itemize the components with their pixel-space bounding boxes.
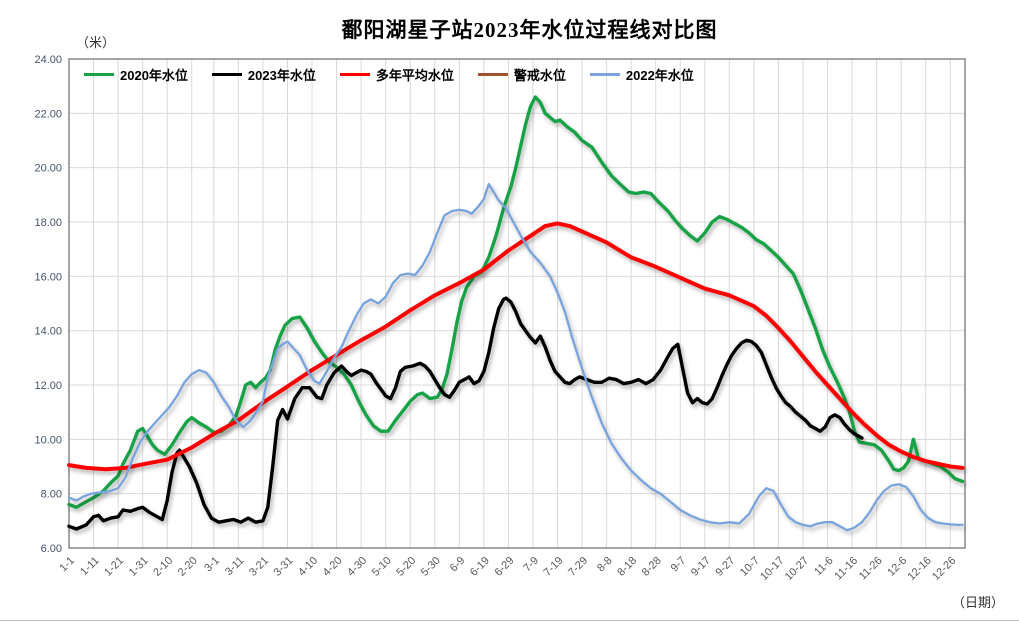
x-tick-label: 10-27 xyxy=(783,555,811,583)
x-tick-label: 9-27 xyxy=(713,555,737,579)
x-tick-label: 5-30 xyxy=(419,555,443,579)
x-tick-label: 8-28 xyxy=(640,555,664,579)
legend-swatch-2023年水位 xyxy=(211,73,242,76)
x-tick-label: 3-31 xyxy=(272,555,296,579)
x-tick-label: 1-21 xyxy=(102,555,126,579)
legend-item-2023年水位: 2023年水位 xyxy=(211,65,316,84)
legend-swatch-警戒水位 xyxy=(477,73,508,76)
x-tick-label: 3-21 xyxy=(247,555,271,579)
data-series xyxy=(67,95,965,532)
y-axis-unit-label: （米） xyxy=(76,35,116,50)
x-tick-label: 7-9 xyxy=(521,555,541,575)
plot-border-rect xyxy=(68,58,966,549)
y-tick-label: 8.00 xyxy=(41,489,62,501)
y-tick-label: 6.00 xyxy=(41,543,62,555)
legend-label: 2022年水位 xyxy=(625,68,694,83)
x-tick-label: 6-19 xyxy=(468,555,492,579)
y-tick-label: 18.00 xyxy=(34,217,62,229)
legend-item-2022年水位: 2022年水位 xyxy=(589,65,694,84)
x-tick-label: 3-11 xyxy=(223,555,246,578)
x-tick-label: 3-1 xyxy=(202,555,222,575)
x-tick-label: 8-18 xyxy=(615,555,639,579)
x-tick-label: 4-20 xyxy=(321,555,345,579)
x-tick-label: 5-20 xyxy=(394,555,418,579)
chart-legend: 2020年水位 2023年水位 多年平均水位 警戒水位 2022年水位 xyxy=(84,65,694,84)
x-tick-label: 4-10 xyxy=(296,555,320,579)
x-tick-label: 11-26 xyxy=(857,555,885,583)
x-tick-label: 9-7 xyxy=(669,555,689,575)
y-tick-label: 24.00 xyxy=(34,54,62,66)
y-tick-label: 16.00 xyxy=(34,271,62,283)
y-tick-label: 10.00 xyxy=(34,434,62,446)
x-axis-tick-labels: 1-1 1-11 1-21 1-31 2-10 2-20 3-1 3-11 3-21 3-31 4-… xyxy=(57,555,958,583)
legend-item-2020年水位: 2020年水位 xyxy=(84,65,188,84)
plot-border xyxy=(68,58,966,549)
chart-title: 鄱阳湖星子站2023年水位过程线对比图 xyxy=(341,18,718,42)
legend-item-警戒水位: 警戒水位 xyxy=(477,65,566,84)
x-axis-date-label: （日期） xyxy=(952,595,1005,610)
legend-label: 警戒水位 xyxy=(513,68,566,83)
legend-swatch-2022年水位 xyxy=(589,73,620,76)
legend-label: 多年平均水位 xyxy=(375,68,454,83)
series-line-2023年水位 xyxy=(67,296,864,531)
legend-item-多年平均水位: 多年平均水位 xyxy=(339,65,454,84)
x-tick-label: 9-17 xyxy=(689,555,713,579)
x-tick-label: 10-17 xyxy=(758,555,786,583)
legend-label: 2023年水位 xyxy=(247,68,316,83)
x-tick-label: 6-29 xyxy=(492,555,516,579)
x-tick-label: 1-11 xyxy=(78,555,101,578)
x-tick-label: 12-16 xyxy=(905,555,933,583)
x-tick-label: 7-29 xyxy=(566,555,590,579)
y-tick-label: 12.00 xyxy=(34,380,62,392)
y-axis-tick-labels: 6.00 8.00 10.00 12.00 14.00 16.00 18.00 20.00 22… xyxy=(34,54,62,555)
y-tick-label: 22.00 xyxy=(34,108,62,120)
series-line-2020年水位 xyxy=(67,95,965,509)
series-line-2022年水位 xyxy=(67,182,964,532)
x-tick-label: 1-31 xyxy=(127,555,151,579)
y-tick-label: 14.00 xyxy=(34,326,62,338)
x-tick-label: 12-26 xyxy=(930,555,958,583)
x-tick-label: 7-19 xyxy=(542,555,566,579)
legend-swatch-2020年水位 xyxy=(84,73,114,76)
x-tick-label: 11-16 xyxy=(832,555,860,583)
legend-swatch-多年平均水位 xyxy=(339,73,370,76)
series-line-多年平均水位 xyxy=(67,221,965,472)
gridlines xyxy=(68,58,965,549)
x-tick-label: 2-20 xyxy=(176,555,200,579)
y-tick-label: 20.00 xyxy=(34,163,62,175)
legend-label: 2020年水位 xyxy=(120,68,188,83)
x-tick-label: 2-10 xyxy=(151,555,175,579)
x-tick-label: 1-1 xyxy=(57,555,77,575)
x-tick-label: 5-10 xyxy=(370,555,394,579)
x-tick-label: 4-30 xyxy=(345,555,369,579)
x-tick-label: 6-9 xyxy=(448,555,468,575)
x-tick-label: 8-8 xyxy=(595,555,615,575)
